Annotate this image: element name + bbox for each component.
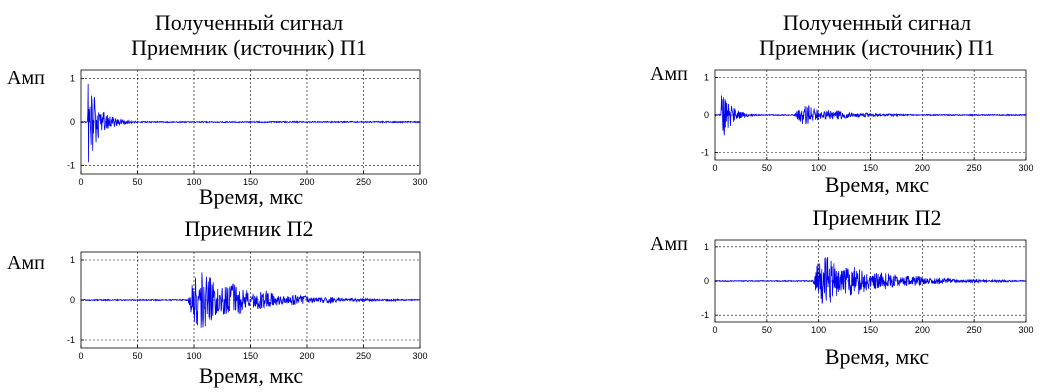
x-tick-label: 250 (967, 325, 982, 335)
x-tick-label: 150 (863, 325, 878, 335)
panel-right-top: Полученный сигнал Приемник (источник) П1… (650, 10, 1034, 197)
y-tick-label: -1 (701, 148, 709, 158)
x-tick-label: 300 (412, 351, 427, 361)
y-tick-label: 0 (704, 276, 709, 286)
x-axis-label: Время, мкс (199, 184, 304, 209)
x-tick-label: 100 (186, 351, 201, 361)
x-tick-label: 50 (762, 325, 772, 335)
x-axis-label: Время, мкс (825, 172, 930, 197)
y-tick-label: -1 (67, 160, 75, 170)
y-tick-label: 1 (704, 73, 709, 83)
panel-left-top: Полученный сигнал Приемник (источник) П1… (7, 10, 428, 209)
chart-title: Полученный сигнал (155, 10, 343, 35)
x-tick-label: 300 (412, 177, 427, 187)
x-tick-label: 250 (356, 177, 371, 187)
y-tick-label: 1 (70, 74, 75, 84)
y-axis-label: Амп (650, 63, 688, 85)
x-tick-label: 150 (863, 163, 878, 173)
y-axis-label: Амп (650, 233, 688, 255)
x-tick-label: 0 (78, 351, 83, 361)
chart-subtitle: Приемник П2 (185, 216, 314, 241)
x-tick-label: 50 (762, 163, 772, 173)
y-axis-label: Амп (7, 252, 45, 274)
y-tick-label: 0 (70, 117, 75, 127)
x-tick-label: 0 (78, 177, 83, 187)
signal-line (714, 257, 1027, 304)
x-tick-label: 300 (1018, 163, 1033, 173)
x-tick-label: 200 (299, 351, 314, 361)
x-tick-label: 100 (811, 325, 826, 335)
chart-subtitle: Приемник (источник) П1 (131, 35, 367, 60)
x-tick-label: 200 (915, 325, 930, 335)
chart-subtitle: Приемник (источник) П1 (759, 35, 995, 60)
x-tick-label: 150 (243, 177, 258, 187)
x-tick-label: 0 (712, 325, 717, 335)
x-tick-label: 200 (299, 177, 314, 187)
x-tick-label: 50 (132, 351, 142, 361)
x-tick-label: 100 (811, 163, 826, 173)
signal-line (80, 83, 421, 163)
x-tick-label: 200 (915, 163, 930, 173)
y-axis-label: Амп (7, 67, 45, 89)
x-tick-label: 0 (712, 163, 717, 173)
x-tick-label: 50 (132, 177, 142, 187)
signal-line (80, 272, 421, 328)
y-tick-label: -1 (67, 335, 75, 345)
y-tick-label: 0 (704, 110, 709, 120)
x-tick-label: 100 (186, 177, 201, 187)
y-tick-label: 1 (70, 255, 75, 265)
chart-title: Полученный сигнал (783, 10, 971, 35)
signal-line (714, 95, 1027, 136)
x-tick-label: 250 (967, 163, 982, 173)
x-tick-label: 250 (356, 351, 371, 361)
x-tick-label: 150 (243, 351, 258, 361)
chart-subtitle: Приемник П2 (813, 205, 942, 230)
x-axis-label: Время, мкс (199, 363, 304, 388)
y-tick-label: -1 (701, 310, 709, 320)
x-tick-label: 300 (1018, 325, 1033, 335)
y-tick-label: 0 (70, 295, 75, 305)
x-axis-label: Время, мкс (825, 344, 930, 369)
y-tick-label: 1 (704, 242, 709, 252)
